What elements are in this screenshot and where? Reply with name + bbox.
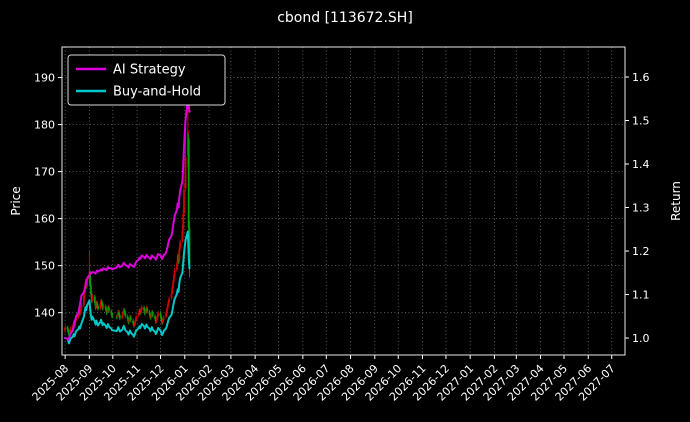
candle-body	[173, 270, 176, 276]
candle-body	[179, 242, 181, 249]
price-tick-label: 180	[34, 119, 55, 132]
candle-body	[137, 313, 140, 316]
candle-body	[128, 319, 131, 323]
candle-body	[126, 316, 129, 320]
legend-label: AI Strategy	[113, 63, 186, 78]
candle-body	[66, 327, 69, 330]
candle-body	[135, 316, 138, 320]
candle-body	[172, 276, 175, 282]
candle-body	[165, 309, 168, 314]
price-tick-label: 140	[34, 307, 55, 320]
y-axis-label-return: Return	[669, 181, 683, 221]
candle-body	[170, 293, 173, 299]
candle-body	[182, 213, 185, 229]
candle-body	[162, 317, 165, 320]
candle-body	[166, 306, 169, 310]
candle-body	[140, 309, 142, 313]
candle-body	[132, 320, 135, 324]
legend-label: Buy-and-Hold	[113, 85, 201, 100]
y-axis-label-price: Price	[9, 186, 23, 216]
return-tick-label: 1.4	[632, 158, 650, 171]
candle-body	[118, 312, 120, 316]
candle-body	[167, 302, 170, 306]
candle-body	[106, 310, 109, 313]
candle-body	[146, 308, 149, 312]
candle-body	[148, 311, 151, 315]
candle-body	[183, 190, 185, 213]
candle-body	[159, 313, 162, 317]
candle-body	[69, 328, 72, 332]
candle-body	[172, 282, 174, 288]
candle-body	[115, 316, 118, 318]
return-tick-label: 1.1	[632, 289, 650, 302]
return-tick-label: 1.6	[632, 71, 650, 84]
candle-body	[67, 329, 70, 333]
candle-body	[155, 319, 158, 322]
candle-body	[77, 314, 80, 317]
candle-body	[123, 310, 126, 313]
candle-body	[124, 313, 127, 316]
chart-title: cbond [113672.SH]	[277, 10, 413, 26]
candle-body	[121, 315, 124, 318]
plot-border	[61, 46, 626, 356]
candle-body	[80, 305, 83, 309]
candle-body	[110, 311, 113, 314]
candle-body	[168, 298, 171, 302]
candle-body	[79, 308, 82, 314]
candle-body	[116, 314, 119, 317]
candle-body	[102, 306, 105, 308]
price-tick-label: 190	[34, 72, 55, 85]
candle-body	[89, 273, 92, 285]
return-tick-label: 1.2	[632, 245, 650, 258]
candle-body	[165, 313, 167, 317]
candle-body	[140, 307, 143, 310]
candle-body	[154, 315, 156, 319]
legend-box	[67, 54, 226, 106]
candle-body	[151, 312, 154, 316]
candle-body	[176, 263, 178, 270]
candle-body	[104, 306, 107, 310]
candle-body	[160, 316, 163, 320]
candle-body	[122, 312, 124, 316]
return-tick-label: 1.5	[632, 115, 650, 128]
candle-body	[91, 296, 94, 301]
candle-body	[134, 319, 137, 323]
candle-body	[157, 312, 160, 316]
candle-body	[82, 296, 85, 306]
candle-body	[90, 285, 92, 294]
candle-body	[129, 317, 132, 321]
candle-body	[150, 315, 153, 318]
candle-body	[171, 288, 174, 294]
candle-body	[97, 306, 99, 309]
candle-body	[96, 302, 99, 306]
price-tick-label: 170	[34, 166, 55, 179]
candle-body	[187, 138, 190, 229]
price-tick-label: 150	[34, 260, 55, 273]
candle-body	[108, 307, 110, 311]
candle-body	[133, 323, 136, 326]
candle-body	[184, 157, 187, 189]
buy-and-hold-line	[64, 230, 191, 345]
candle-body	[100, 301, 103, 306]
candle-body	[99, 304, 102, 309]
price-tick-label: 160	[34, 213, 55, 226]
candle-body	[93, 296, 96, 304]
candle-body	[111, 314, 113, 317]
ai-strategy-line	[64, 97, 191, 341]
candle-body	[178, 249, 181, 262]
candle-body	[156, 315, 159, 319]
candle-body	[181, 230, 184, 242]
candle-body	[161, 320, 164, 323]
return-tick-label: 1.3	[632, 202, 650, 215]
candle-body	[64, 327, 67, 331]
candle-body	[188, 228, 191, 264]
return-tick-label: 1.0	[632, 332, 650, 345]
candle-body	[144, 310, 147, 314]
candle-body	[118, 315, 121, 319]
candle-body	[143, 307, 146, 311]
